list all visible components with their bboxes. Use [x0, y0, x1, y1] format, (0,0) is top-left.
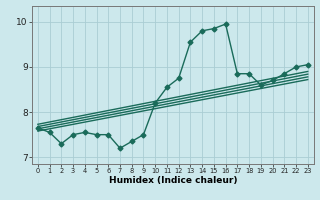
X-axis label: Humidex (Indice chaleur): Humidex (Indice chaleur) [108, 176, 237, 185]
